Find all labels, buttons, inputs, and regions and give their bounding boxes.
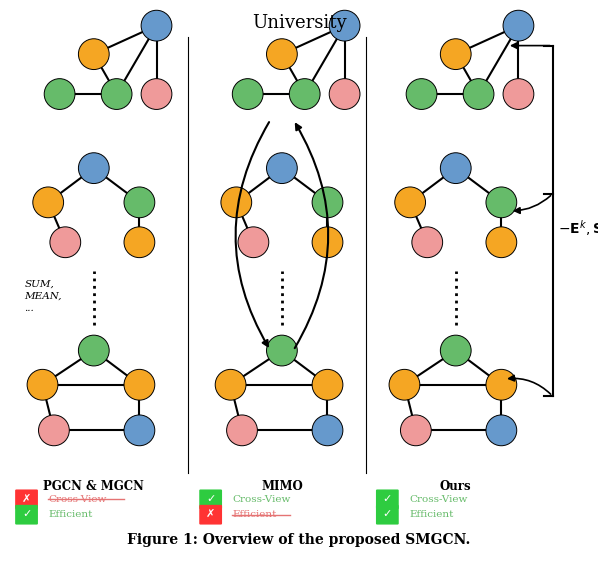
- Text: ✗: ✗: [206, 509, 215, 519]
- Text: Efficient: Efficient: [232, 510, 277, 519]
- Text: ✓: ✓: [22, 509, 31, 519]
- Circle shape: [267, 153, 297, 184]
- Circle shape: [227, 415, 257, 446]
- FancyBboxPatch shape: [376, 505, 399, 524]
- Circle shape: [312, 227, 343, 258]
- Circle shape: [27, 369, 58, 400]
- Circle shape: [38, 415, 69, 446]
- Circle shape: [440, 39, 471, 70]
- Circle shape: [395, 187, 426, 218]
- Text: SUM,
MEAN,
...: SUM, MEAN, ...: [25, 279, 62, 314]
- FancyBboxPatch shape: [199, 490, 222, 509]
- Circle shape: [401, 415, 431, 446]
- Text: $-\mathbf{E}^k, \mathbf{S}^k$: $-\mathbf{E}^k, \mathbf{S}^k$: [559, 218, 598, 238]
- Circle shape: [141, 79, 172, 109]
- FancyBboxPatch shape: [376, 490, 399, 509]
- Circle shape: [486, 369, 517, 400]
- Circle shape: [238, 227, 269, 258]
- Circle shape: [412, 227, 443, 258]
- FancyBboxPatch shape: [199, 505, 222, 524]
- Text: MIMO: MIMO: [261, 480, 303, 493]
- Circle shape: [141, 10, 172, 41]
- Text: ✓: ✓: [383, 509, 392, 519]
- Circle shape: [267, 39, 297, 70]
- Text: Figure 1: Overview of the proposed SMGCN.: Figure 1: Overview of the proposed SMGCN…: [127, 533, 471, 547]
- Circle shape: [50, 227, 81, 258]
- Text: ✓: ✓: [206, 494, 215, 504]
- Circle shape: [329, 79, 360, 109]
- Circle shape: [101, 79, 132, 109]
- FancyBboxPatch shape: [15, 490, 38, 509]
- Circle shape: [312, 415, 343, 446]
- Text: Cross-View: Cross-View: [409, 495, 468, 504]
- Circle shape: [232, 79, 263, 109]
- Circle shape: [124, 369, 155, 400]
- Circle shape: [440, 153, 471, 184]
- Text: Efficient: Efficient: [409, 510, 453, 519]
- Circle shape: [78, 153, 109, 184]
- Circle shape: [503, 10, 534, 41]
- Circle shape: [124, 227, 155, 258]
- Circle shape: [289, 79, 320, 109]
- Text: Ours: Ours: [440, 480, 472, 493]
- Circle shape: [221, 187, 252, 218]
- Circle shape: [124, 415, 155, 446]
- Circle shape: [267, 335, 297, 366]
- Circle shape: [329, 10, 360, 41]
- Circle shape: [78, 335, 109, 366]
- Text: Efficient: Efficient: [48, 510, 93, 519]
- Circle shape: [486, 415, 517, 446]
- Circle shape: [124, 187, 155, 218]
- Circle shape: [503, 79, 534, 109]
- Circle shape: [78, 39, 109, 70]
- Circle shape: [312, 187, 343, 218]
- Text: Cross-View: Cross-View: [232, 495, 291, 504]
- Circle shape: [486, 187, 517, 218]
- Text: ✗: ✗: [22, 494, 31, 504]
- Circle shape: [44, 79, 75, 109]
- Circle shape: [406, 79, 437, 109]
- Circle shape: [463, 79, 494, 109]
- Circle shape: [440, 335, 471, 366]
- Circle shape: [312, 369, 343, 400]
- Circle shape: [33, 187, 63, 218]
- Text: University: University: [252, 14, 346, 32]
- FancyBboxPatch shape: [15, 505, 38, 524]
- Text: PGCN & MGCN: PGCN & MGCN: [44, 480, 144, 493]
- Circle shape: [389, 369, 420, 400]
- Circle shape: [486, 227, 517, 258]
- Text: Cross-View: Cross-View: [48, 495, 106, 504]
- Text: ✓: ✓: [383, 494, 392, 504]
- Circle shape: [215, 369, 246, 400]
